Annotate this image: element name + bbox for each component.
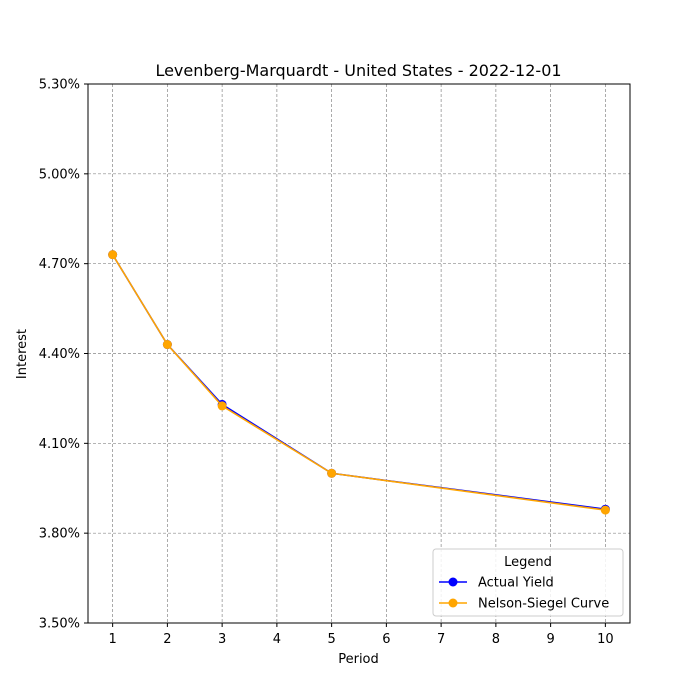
x-tick-label: 7: [437, 632, 445, 647]
y-tick-label: 3.50%: [39, 617, 80, 632]
x-tick-label: 2: [163, 632, 171, 647]
series-1-point: [162, 340, 172, 350]
grid: [88, 83, 630, 624]
legend-items: Actual Yield Nelson-Siegel Curve: [439, 576, 609, 612]
y-tick-label: 4.10%: [39, 437, 80, 452]
y-axis: 3.50% 3.80% 4.10% 4.40% 4.70% 5.00% 5.30%: [39, 78, 88, 632]
series-1-point: [600, 505, 610, 515]
legend-box: [432, 548, 624, 617]
series-layer: [108, 250, 610, 515]
x-tick-label: 8: [492, 632, 500, 647]
x-tick-label: 9: [546, 632, 554, 647]
chart-title: Levenberg-Marquardt - United States - 20…: [155, 61, 561, 80]
x-tick-label: 5: [327, 632, 335, 647]
series-1-point: [108, 250, 118, 260]
y-tick-label: 4.40%: [39, 347, 80, 362]
x-axis: 1 2 3 4 5 6 7 8 9 10: [108, 623, 614, 647]
legend-label-1: Nelson-Siegel Curve: [478, 597, 609, 612]
x-tick-label: 6: [382, 632, 390, 647]
y-axis-label: Interest: [15, 329, 30, 379]
y-tick-label: 4.70%: [39, 257, 80, 272]
x-tick-label: 4: [273, 632, 281, 647]
x-tick-label: 10: [597, 632, 614, 647]
series-1-point: [327, 468, 337, 478]
x-axis-label: Period: [338, 652, 379, 667]
series-1-point: [217, 401, 227, 411]
legend-marker-0: [448, 577, 458, 587]
series-line-1: [111, 254, 606, 511]
legend-marker-1: [448, 598, 458, 608]
y-tick-label: 5.30%: [39, 78, 80, 93]
x-tick-label: 1: [108, 632, 116, 647]
legend: Legend Actual Yield Nelson-Siegel Curve: [432, 548, 624, 617]
legend-title: Legend: [504, 555, 552, 570]
y-tick-label: 3.80%: [39, 527, 80, 542]
series-line-0: [111, 254, 606, 511]
x-tick-label: 3: [218, 632, 226, 647]
y-tick-label: 5.00%: [39, 167, 80, 182]
legend-label-0: Actual Yield: [478, 576, 554, 591]
